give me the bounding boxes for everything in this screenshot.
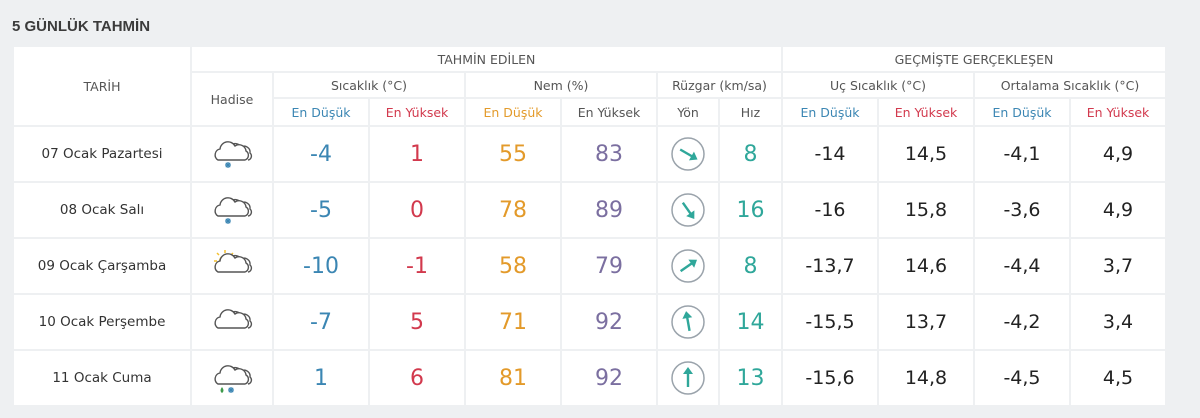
forecast-table-frame: TARİH TAHMİN EDİLEN GEÇMİŞTE GERÇEKLEŞEN… <box>8 41 1192 407</box>
wind-speed-value: 8 <box>720 127 781 181</box>
wind-speed-value: 14 <box>720 295 781 349</box>
extreme-high-header: En Yüksek <box>879 99 973 125</box>
extreme-low-value: -16 <box>783 183 877 237</box>
forecast-header: TAHMİN EDİLEN <box>192 47 781 71</box>
average-high-value: 3,4 <box>1071 295 1165 349</box>
cloud-icon <box>192 303 272 341</box>
table-row: 08 Ocak Salı -5 0 78 89 16 -16 15,8 -3,6 4,9 <box>14 183 1165 237</box>
average-low-value: -4,1 <box>975 127 1069 181</box>
weather-event-cell <box>192 239 272 293</box>
extreme-high-value: 15,8 <box>879 183 973 237</box>
temp-header: Sıcaklık (°C) <box>274 73 464 97</box>
wind-direction-arrow-icon <box>671 361 705 395</box>
extreme-low-value: -14 <box>783 127 877 181</box>
forecast-table: TARİH TAHMİN EDİLEN GEÇMİŞTE GERÇEKLEŞEN… <box>12 45 1167 407</box>
average-low-value: -4,2 <box>975 295 1069 349</box>
sun-cloud-icon <box>192 247 272 285</box>
temp-high-value: 6 <box>370 351 464 405</box>
average-low-value: -3,6 <box>975 183 1069 237</box>
wind-header: Rüzgar (km/sa) <box>658 73 781 97</box>
wind-direction-arrow-icon <box>671 249 705 283</box>
extreme-high-value: 13,7 <box>879 295 973 349</box>
humidity-high-value: 92 <box>562 295 656 349</box>
row-date: 08 Ocak Salı <box>14 183 190 237</box>
extreme-low-value: -15,5 <box>783 295 877 349</box>
extreme-low-header: En Düşük <box>783 99 877 125</box>
humidity-low-value: 71 <box>466 295 560 349</box>
humidity-header: Nem (%) <box>466 73 656 97</box>
cloud-snow-icon <box>192 135 272 173</box>
temp-low-value: -7 <box>274 295 368 349</box>
humidity-high-value: 83 <box>562 127 656 181</box>
wind-direction-cell <box>658 183 718 237</box>
wind-direction-cell <box>658 295 718 349</box>
average-high-value: 4,5 <box>1071 351 1165 405</box>
average-high-value: 4,9 <box>1071 127 1165 181</box>
wind-direction-arrow-icon <box>671 137 705 171</box>
weather-event-cell <box>192 295 272 349</box>
humidity-high-value: 79 <box>562 239 656 293</box>
wind-speed-header: Hız <box>720 99 781 125</box>
wind-direction-header: Yön <box>658 99 718 125</box>
average-high-value: 4,9 <box>1071 183 1165 237</box>
table-row: 11 Ocak Cuma 1 6 81 92 13 -15,6 14,8 -4,5 4,5 <box>14 351 1165 405</box>
humidity-high-value: 92 <box>562 351 656 405</box>
average-low-value: -4,4 <box>975 239 1069 293</box>
temp-low-value: -10 <box>274 239 368 293</box>
temp-low-value: 1 <box>274 351 368 405</box>
wind-direction-cell <box>658 239 718 293</box>
temp-low-value: -5 <box>274 183 368 237</box>
table-row: 07 Ocak Pazartesi -4 1 55 83 8 -14 14,5 -4,1 4,9 <box>14 127 1165 181</box>
average-high-value: 3,7 <box>1071 239 1165 293</box>
cloud-rain-snow-icon <box>192 359 272 397</box>
wind-speed-value: 8 <box>720 239 781 293</box>
wind-direction-arrow-icon <box>671 193 705 227</box>
extreme-high-value: 14,8 <box>879 351 973 405</box>
wind-direction-cell <box>658 127 718 181</box>
weather-event-cell <box>192 351 272 405</box>
event-header: Hadise <box>192 73 272 125</box>
temp-high-value: 1 <box>370 127 464 181</box>
cloud-snow-icon <box>192 191 272 229</box>
temp-low-value: -4 <box>274 127 368 181</box>
extreme-temp-header: Uç Sıcaklık (°C) <box>783 73 973 97</box>
extreme-high-value: 14,6 <box>879 239 973 293</box>
humidity-high-header: En Yüksek <box>562 99 656 125</box>
temp-high-value: 0 <box>370 183 464 237</box>
extreme-low-value: -13,7 <box>783 239 877 293</box>
wind-speed-value: 16 <box>720 183 781 237</box>
humidity-high-value: 89 <box>562 183 656 237</box>
table-row: 10 Ocak Perşembe -7 5 71 92 14 -15,5 13,7 -4,2 3,… <box>14 295 1165 349</box>
average-low-header: En Düşük <box>975 99 1069 125</box>
temp-high-value: -1 <box>370 239 464 293</box>
table-row: 09 Ocak Çarşamba -10 -1 58 79 8 -13,7 14,6 -4,4 3… <box>14 239 1165 293</box>
wind-speed-value: 13 <box>720 351 781 405</box>
wind-direction-cell <box>658 351 718 405</box>
humidity-low-value: 55 <box>466 127 560 181</box>
weather-event-cell <box>192 183 272 237</box>
row-date: 10 Ocak Perşembe <box>14 295 190 349</box>
date-header: TARİH <box>14 47 190 125</box>
row-date: 11 Ocak Cuma <box>14 351 190 405</box>
row-date: 09 Ocak Çarşamba <box>14 239 190 293</box>
humidity-low-header: En Düşük <box>466 99 560 125</box>
temp-high-header: En Yüksek <box>370 99 464 125</box>
past-header: GEÇMİŞTE GERÇEKLEŞEN <box>783 47 1165 71</box>
humidity-low-value: 81 <box>466 351 560 405</box>
extreme-low-value: -15,6 <box>783 351 877 405</box>
wind-direction-arrow-icon <box>671 305 705 339</box>
temp-high-value: 5 <box>370 295 464 349</box>
average-temp-header: Ortalama Sıcaklık (°C) <box>975 73 1165 97</box>
humidity-low-value: 58 <box>466 239 560 293</box>
average-high-header: En Yüksek <box>1071 99 1165 125</box>
extreme-high-value: 14,5 <box>879 127 973 181</box>
humidity-low-value: 78 <box>466 183 560 237</box>
weather-event-cell <box>192 127 272 181</box>
average-low-value: -4,5 <box>975 351 1069 405</box>
row-date: 07 Ocak Pazartesi <box>14 127 190 181</box>
page-title: 5 GÜNLÜK TAHMİN <box>12 18 151 35</box>
temp-low-header: En Düşük <box>274 99 368 125</box>
